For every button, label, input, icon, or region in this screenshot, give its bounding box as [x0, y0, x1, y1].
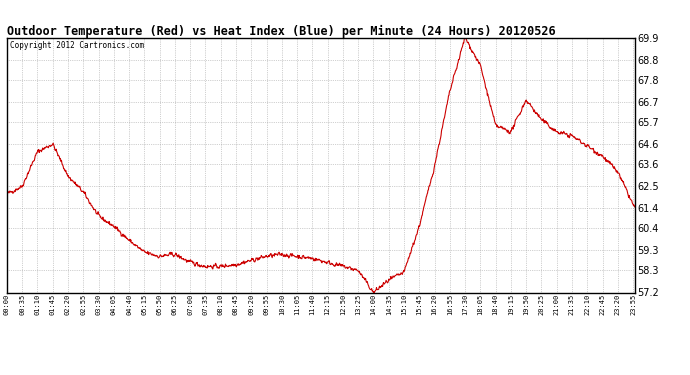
Text: Copyright 2012 Cartronics.com: Copyright 2012 Cartronics.com — [10, 41, 144, 50]
Text: Outdoor Temperature (Red) vs Heat Index (Blue) per Minute (24 Hours) 20120526: Outdoor Temperature (Red) vs Heat Index … — [7, 25, 555, 38]
